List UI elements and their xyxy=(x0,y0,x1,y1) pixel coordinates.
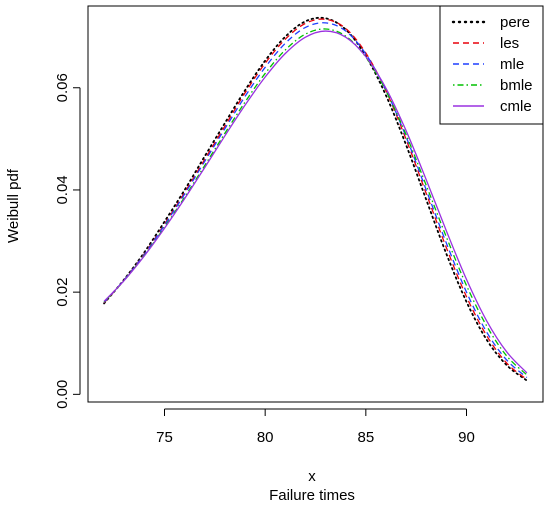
x-tick-label: 90 xyxy=(458,429,475,446)
y-tick-label: 0.00 xyxy=(54,380,71,409)
x-axis-label: x xyxy=(308,468,316,485)
series-line-cmle xyxy=(103,30,528,374)
y-tick-label: 0.02 xyxy=(54,278,71,307)
plot-frame xyxy=(87,5,544,403)
legend-label-les: les xyxy=(500,35,519,52)
y-tick-label: 0.06 xyxy=(54,73,71,102)
legend-box xyxy=(439,5,544,125)
y-axis: 0.00 0.02 0.04 0.06 xyxy=(54,73,81,409)
x-tick-label: 80 xyxy=(257,429,274,446)
legend-label-pere: pere xyxy=(500,14,530,31)
x-axis: 75 80 85 90 xyxy=(156,408,475,446)
series-layer xyxy=(103,16,528,382)
legend-label-bmle: bmle xyxy=(500,77,533,94)
y-tick-label: 0.04 xyxy=(54,175,71,204)
legend-label-cmle: cmle xyxy=(500,98,532,115)
legend-label-mle: mle xyxy=(500,56,524,73)
y-axis-label: Weibull pdf xyxy=(5,168,22,243)
x-tick-label: 75 xyxy=(156,429,173,446)
series-line-pere xyxy=(103,16,528,382)
series-line-bmle xyxy=(103,28,528,376)
x-axis-sublabel: Failure times xyxy=(269,487,355,504)
legend: pere les mle bmle cmle xyxy=(439,5,544,125)
series-line-mle xyxy=(103,22,528,378)
x-tick-label: 85 xyxy=(357,429,374,446)
